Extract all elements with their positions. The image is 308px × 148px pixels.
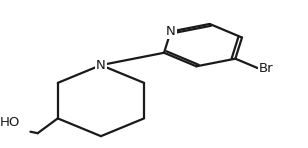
Text: Br: Br: [259, 62, 274, 75]
Text: N: N: [96, 59, 106, 72]
Text: HO: HO: [0, 116, 20, 129]
Text: N: N: [166, 25, 176, 38]
